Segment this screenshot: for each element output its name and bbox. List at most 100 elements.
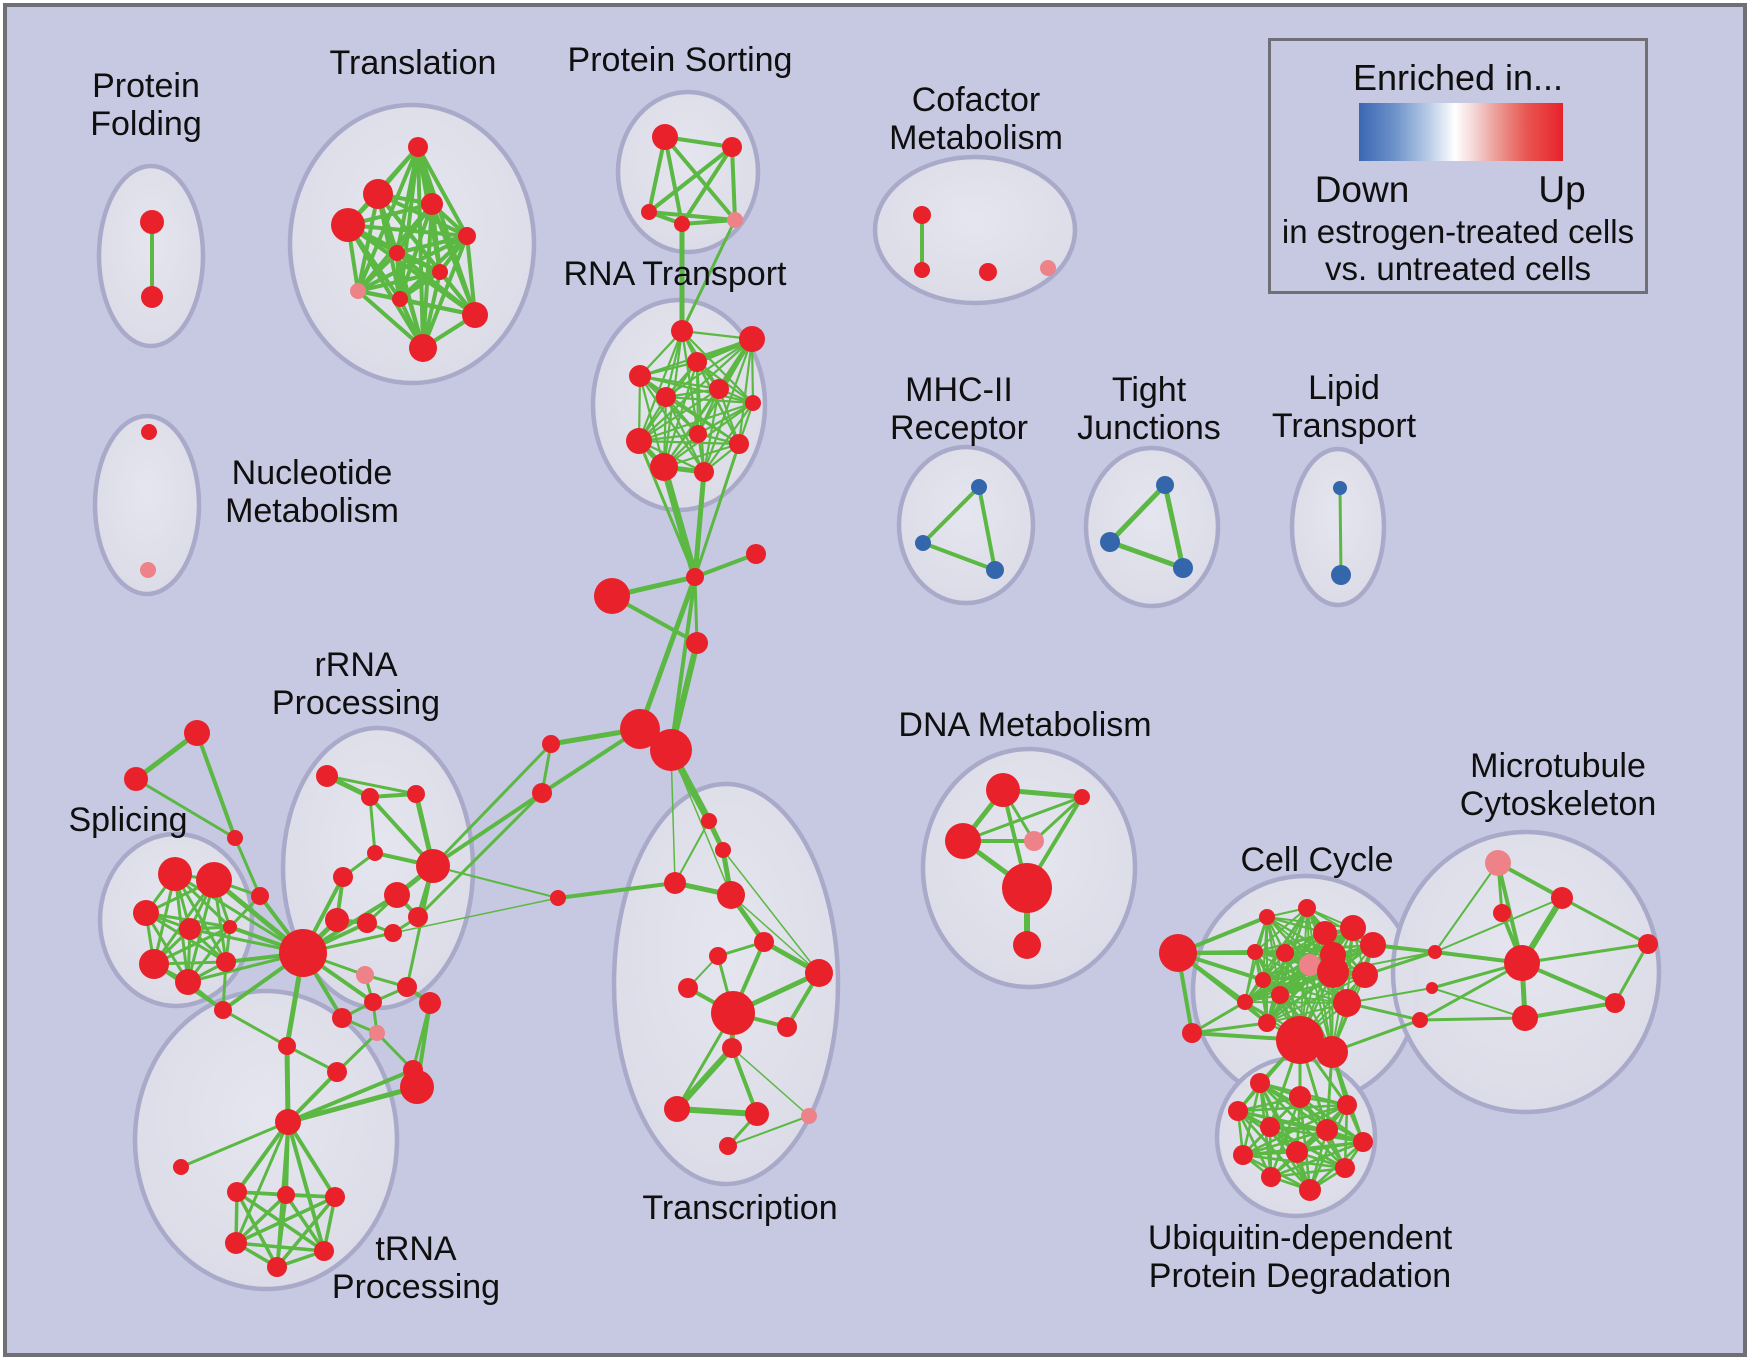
gene-set-node: [1493, 904, 1511, 922]
cluster-label-rna-transport: RNA Transport: [564, 255, 788, 293]
cluster-label-splicing: Splicing: [68, 801, 187, 839]
gene-set-node: [124, 767, 148, 791]
edge: [680, 218, 737, 333]
gene-set-node: [278, 1037, 296, 1055]
edge: [275, 1195, 337, 1269]
edge: [430, 202, 477, 317]
gene-set-node: [407, 785, 425, 803]
edge: [670, 749, 676, 884]
gene-set-node: [275, 1109, 301, 1135]
gene-set-node: [711, 991, 755, 1035]
gene-set-node: [1353, 1132, 1373, 1152]
gene-set-node: [1551, 887, 1573, 909]
edge: [730, 145, 737, 222]
edge: [977, 485, 997, 572]
edge: [696, 401, 755, 436]
gene-set-node: [214, 1001, 232, 1019]
gene-set-node: [801, 1108, 817, 1124]
gene-set-node: [369, 1025, 385, 1041]
gene-set-node: [141, 424, 157, 440]
gene-set-node: [805, 959, 833, 987]
gene-set-node: [216, 952, 236, 972]
edge: [737, 337, 754, 446]
gene-set-node: [332, 1008, 352, 1028]
gene-set-node: [458, 227, 476, 245]
gene-set-node: [1182, 1023, 1202, 1043]
gene-set-node: [532, 783, 552, 803]
gene-set-node: [1074, 789, 1090, 805]
legend-down-label: Down: [1314, 169, 1410, 210]
gene-set-node: [745, 395, 761, 411]
gene-set-node: [400, 1070, 434, 1104]
gene-set-node: [325, 908, 349, 932]
edge: [398, 270, 442, 301]
gene-set-node: [363, 179, 393, 209]
gene-set-node: [664, 1096, 690, 1122]
gene-set-node: [1299, 1179, 1321, 1201]
gene-set-node: [745, 1102, 769, 1126]
cluster-label-nucleotide-metabolism: Nucleotide: [232, 454, 393, 492]
cluster-label-tight-junctions: Tight: [1112, 371, 1187, 409]
gene-set-node: [140, 210, 164, 234]
gene-set-node: [1247, 944, 1263, 960]
gene-set-node: [746, 544, 766, 564]
edge: [680, 218, 737, 226]
gene-set-node: [314, 1241, 334, 1261]
gene-set-node: [267, 1257, 287, 1277]
gene-set-node: [671, 320, 693, 342]
gene-set-node: [914, 262, 930, 278]
gene-set-node: [945, 823, 981, 859]
gene-set-node: [325, 1187, 345, 1207]
edge: [663, 135, 737, 222]
edge: [961, 795, 1084, 843]
edge: [179, 1120, 290, 1169]
cluster-label-transcription: Transcription: [642, 1189, 837, 1227]
edge: [680, 145, 734, 226]
edge: [722, 849, 820, 974]
gene-set-node: [1605, 993, 1625, 1013]
gene-set-node: [674, 216, 690, 232]
gene-set-node: [709, 947, 727, 965]
edge: [233, 836, 262, 898]
gene-set-node: [1258, 1014, 1276, 1032]
gene-set-node: [979, 263, 997, 281]
legend-gradient-bar: [1359, 103, 1563, 161]
label-layer: ProteinFoldingNucleotideMetabolismTransl…: [68, 41, 1656, 1306]
edge: [284, 1193, 326, 1253]
edge: [921, 485, 981, 545]
edge: [702, 401, 755, 474]
gene-set-node: [656, 387, 676, 407]
edge: [1434, 897, 1563, 953]
edge: [693, 442, 741, 579]
gene-set-node: [1428, 945, 1442, 959]
edge: [234, 1193, 288, 1245]
gene-set-node: [1286, 1141, 1308, 1163]
edge: [416, 145, 469, 238]
gene-set-node: [367, 845, 383, 861]
edge: [702, 337, 754, 474]
edge: [695, 360, 741, 446]
edge: [637, 387, 721, 443]
edge: [221, 1008, 289, 1048]
gene-set-node: [1013, 931, 1041, 959]
gene-set-node: [722, 1038, 742, 1058]
edge: [674, 820, 710, 884]
edge: [1295, 1140, 1365, 1154]
gene-set-node: [1317, 956, 1349, 988]
gene-set-node: [1024, 831, 1044, 851]
edge: [368, 795, 377, 855]
cluster-label-mhc-ii-receptor: MHC-II: [905, 371, 1013, 409]
gene-set-node: [333, 867, 353, 887]
gene-set-node: [629, 365, 651, 387]
gene-set-node: [331, 208, 365, 242]
gene-set-node: [664, 872, 686, 894]
cluster-label-dna-metabolism: DNA Metabolism: [898, 706, 1151, 744]
edge: [1523, 1001, 1617, 1020]
gene-set-node: [1337, 1095, 1357, 1115]
gene-set-node: [915, 535, 931, 551]
edge: [1236, 1109, 1365, 1144]
cluster-label-microtubule-cytoskeleton: Cytoskeleton: [1460, 785, 1657, 823]
gene-set-node: [279, 929, 327, 977]
gene-set-node: [419, 992, 441, 1014]
gene-set-node: [1298, 899, 1316, 917]
